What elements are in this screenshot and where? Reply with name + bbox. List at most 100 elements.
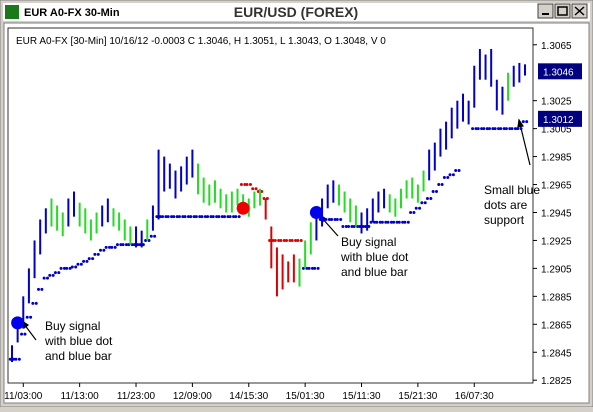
support-dot — [20, 332, 24, 336]
support-dot — [513, 127, 517, 131]
support-dot — [183, 215, 187, 219]
annotation: Buy signal — [341, 235, 396, 249]
support-dot — [70, 265, 74, 269]
support-dot — [431, 190, 435, 194]
support-dot — [414, 206, 418, 210]
support-dot — [186, 215, 190, 219]
support-dot — [40, 287, 44, 291]
support-dot — [194, 215, 198, 219]
support-dot — [335, 217, 339, 221]
annotation: Buy signal — [45, 319, 100, 333]
support-dot — [102, 248, 106, 252]
support-dot — [243, 183, 247, 187]
support-dot — [164, 215, 168, 219]
support-dot — [223, 215, 227, 219]
x-tick-label: 15/21:30 — [398, 391, 437, 402]
support-dot — [232, 215, 236, 219]
support-dot — [239, 183, 243, 187]
support-dot — [516, 127, 520, 131]
support-dot — [375, 220, 379, 224]
support-dot — [296, 238, 300, 242]
support-dot — [25, 315, 29, 319]
support-dot — [46, 276, 50, 280]
support-dot — [491, 127, 495, 131]
y-tick-label: 1.2985 — [541, 153, 572, 164]
support-dot — [215, 215, 219, 219]
support-dot — [378, 220, 382, 224]
title-bar — [3, 3, 590, 21]
support-dot — [327, 217, 331, 221]
support-dot — [341, 224, 345, 228]
support-dot — [76, 262, 80, 266]
support-dot — [324, 217, 328, 221]
support-dot — [228, 215, 232, 219]
support-dot — [217, 215, 221, 219]
support-dot — [380, 220, 384, 224]
support-dot — [99, 248, 103, 252]
support-dot — [504, 127, 508, 131]
support-dot — [104, 245, 108, 249]
y-tick-label: 1.2965 — [541, 181, 572, 192]
window-buttons — [537, 3, 588, 19]
y-tick-label: 1.2845 — [541, 348, 572, 359]
x-tick-label: 11/23:00 — [117, 391, 156, 402]
support-dot — [14, 357, 18, 361]
support-dot — [17, 357, 21, 361]
y-tick-label: 1.2885 — [541, 292, 572, 303]
support-dot — [389, 220, 393, 224]
support-dot — [454, 169, 458, 173]
support-dot — [53, 271, 57, 275]
support-dot — [403, 220, 407, 224]
y-tick-label: 1.2925 — [541, 236, 572, 247]
info-line: EUR A0-FX [30-Min] 10/16/12 -0.0003 C 1.… — [16, 36, 386, 47]
support-dot — [192, 215, 196, 219]
support-dot — [493, 127, 497, 131]
support-dot — [198, 215, 202, 219]
annotation: support — [484, 213, 525, 227]
support-dot — [307, 266, 311, 270]
annotation: and blue bar — [341, 265, 408, 279]
support-dot — [446, 176, 450, 180]
support-dot — [448, 173, 452, 177]
support-dot — [395, 220, 399, 224]
support-dot — [177, 215, 181, 219]
support-dot — [339, 217, 343, 221]
support-dot — [254, 187, 258, 191]
annotation: with blue dot — [340, 250, 409, 264]
support-dot — [476, 127, 480, 131]
support-dot — [34, 301, 38, 305]
support-dot — [251, 187, 255, 191]
support-dot — [36, 287, 40, 291]
annotation: and blue bar — [45, 349, 112, 363]
support-dot — [482, 127, 486, 131]
support-dot — [175, 215, 179, 219]
support-dot — [457, 169, 461, 173]
y-tick-label: 1.3005 — [541, 125, 572, 136]
support-dot — [412, 210, 416, 214]
support-dot — [170, 215, 174, 219]
support-dot — [330, 217, 334, 221]
support-dot — [423, 201, 427, 205]
minimize-button[interactable] — [537, 3, 554, 19]
support-dot — [245, 183, 249, 187]
support-dot — [79, 262, 83, 266]
support-dot — [510, 127, 514, 131]
support-dot — [285, 238, 289, 242]
annotation: with blue dot — [44, 334, 113, 348]
support-dot — [288, 238, 292, 242]
support-dot — [161, 215, 165, 219]
support-dot — [392, 220, 396, 224]
support-dot — [74, 265, 78, 269]
window-title: EUR A0-FX 30-Min — [24, 7, 120, 19]
support-dot — [451, 173, 455, 177]
maximize-glyph — [557, 6, 568, 16]
support-dot — [497, 127, 501, 131]
support-dot — [502, 127, 506, 131]
close-glyph — [574, 6, 585, 16]
annotation: Small blue — [484, 183, 540, 197]
support-dot — [65, 266, 69, 270]
support-dot — [87, 257, 91, 261]
y-tick-label: 1.2905 — [541, 264, 572, 275]
support-dot — [350, 224, 354, 228]
price-label-box — [538, 110, 582, 127]
